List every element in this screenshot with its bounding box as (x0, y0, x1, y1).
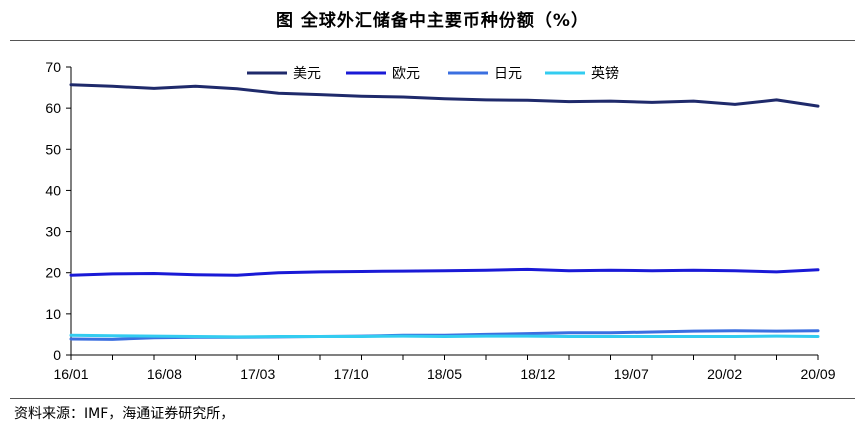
chart-title: 图 全球外汇储备中主要币种份额（%） (276, 11, 589, 31)
x-tick-label: 18/05 (427, 366, 462, 382)
title-divider (10, 40, 855, 41)
x-tick-label: 16/08 (147, 366, 182, 382)
y-tick-label: 40 (45, 182, 61, 198)
x-tick-label: 16/01 (53, 366, 88, 382)
x-tick-label: 19/07 (614, 366, 649, 382)
legend-label: 英镑 (591, 65, 619, 82)
x-tick-label: 20/02 (707, 366, 742, 382)
series-line-4 (69, 333, 820, 339)
y-tick-label: 70 (45, 59, 61, 75)
y-tick-label: 0 (53, 347, 61, 363)
x-tick-label: 17/03 (240, 366, 275, 382)
legend-label: 日元 (494, 66, 522, 82)
y-tick-label: 50 (45, 141, 61, 157)
y-tick-label: 10 (45, 306, 61, 322)
y-tick-label: 30 (45, 224, 61, 240)
x-tick-label: 20/09 (800, 366, 835, 382)
y-tick-label: 60 (45, 100, 61, 116)
line-chart: 0 10 20 30 40 50 60 70 16/01 16/08 17/03 17/10 18/05… (45, 59, 835, 382)
x-tick-label: 17/10 (334, 366, 369, 382)
series-line-1 (69, 83, 820, 108)
series-line-2 (69, 267, 820, 277)
legend-label: 欧元 (392, 66, 420, 82)
x-tick-label: 18/12 (520, 366, 555, 382)
legend-label: 美元 (293, 66, 321, 82)
source-divider (10, 398, 855, 399)
y-tick-label: 20 (45, 265, 61, 281)
source-note: 资料来源：IMF，海通证券研究所， (14, 406, 235, 422)
